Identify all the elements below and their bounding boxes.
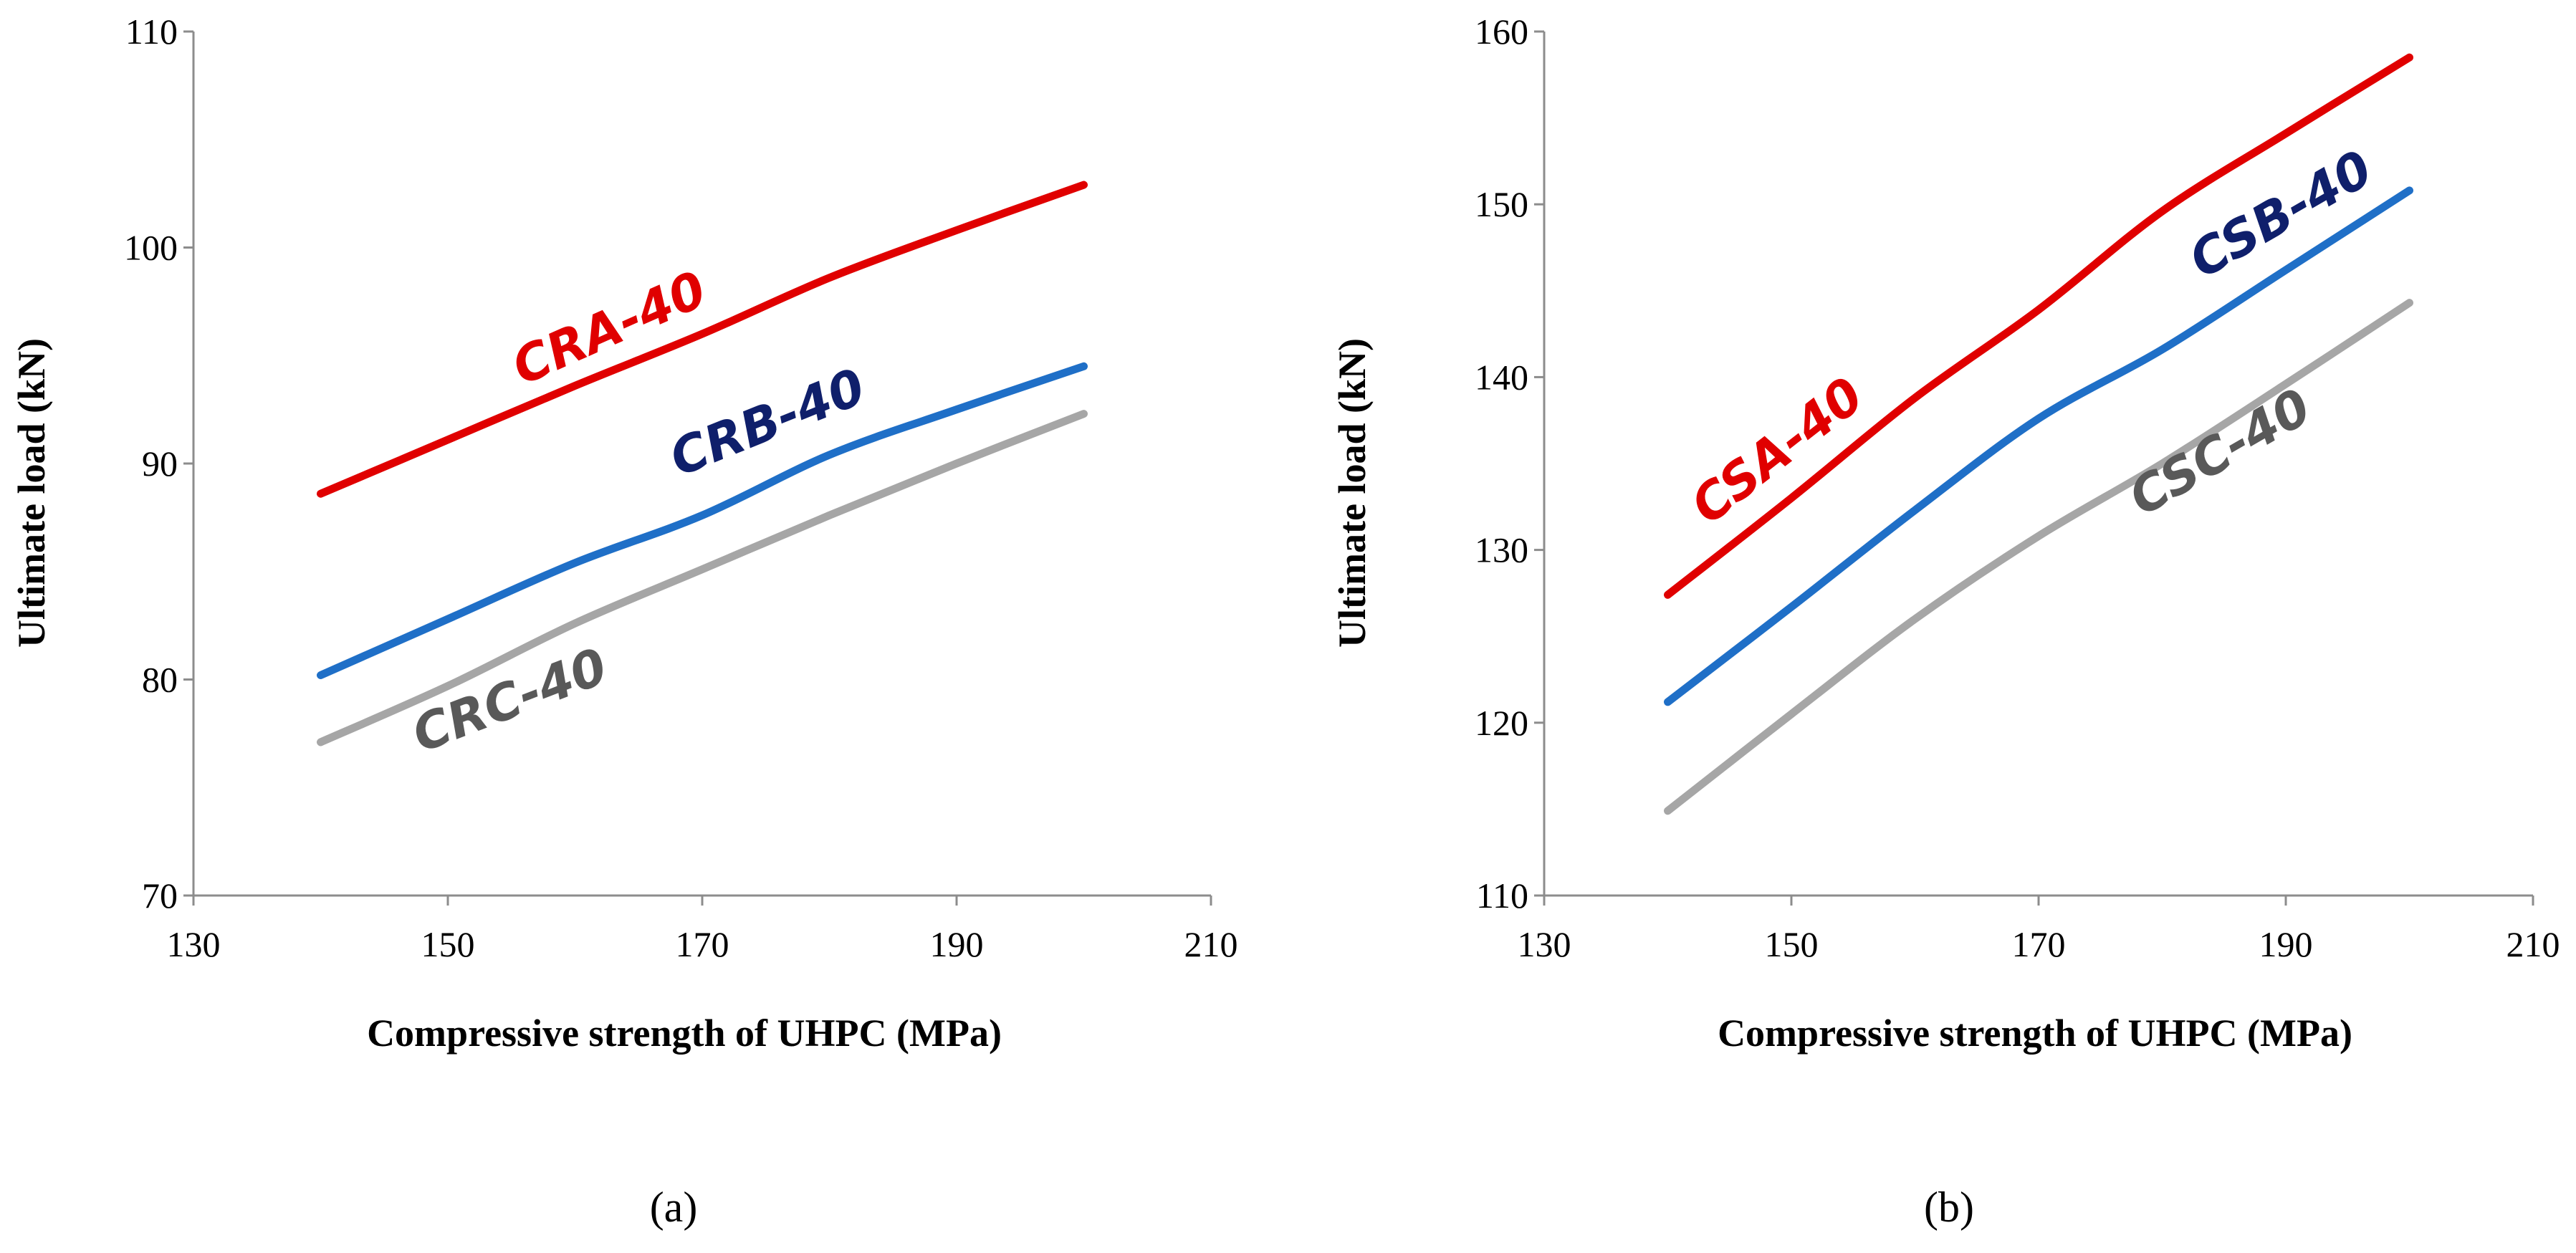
x-tick-label-b: 190 — [2259, 924, 2313, 964]
series-label-crb-40: CRB-40 — [661, 357, 873, 488]
y-tick-label-a: 110 — [125, 11, 178, 52]
x-tick-label-b: 170 — [2012, 924, 2066, 964]
y-tick-label-b: 120 — [1475, 703, 1528, 743]
x-tick-label-a: 210 — [1184, 924, 1238, 964]
x-tick-label-a: 150 — [421, 924, 475, 964]
y-tick-label-a: 90 — [142, 443, 178, 484]
y-tick-label-b: 110 — [1476, 875, 1528, 916]
series-line-crc-40 — [317, 410, 1088, 746]
series-label-csb-40: CSB-40 — [2180, 139, 2383, 290]
y-axis-title-b: Ultimate load (kN) — [1331, 338, 1374, 648]
series-line-csc-40 — [1664, 299, 2413, 815]
y-tick-label-b: 150 — [1475, 184, 1528, 224]
plot-area-a: 130 150 170 190 210708090100110CRA-40CRB-40C… — [124, 11, 1238, 964]
series-line-crb-40 — [317, 362, 1088, 679]
x-tick-label-a: 170 — [676, 924, 729, 964]
y-axis-title-a: Ultimate load (kN) — [10, 338, 53, 648]
x-axis-title-a: Compressive strength of UHPC (MPa) — [367, 1012, 1002, 1055]
y-tick-label-a: 70 — [142, 875, 178, 916]
panel-label-b: (b) — [1924, 1184, 1974, 1231]
series-line-csb-40 — [1664, 186, 2413, 706]
x-axis-title-b: Compressive strength of UHPC (MPa) — [1718, 1012, 2352, 1055]
x-tick-label-b: 150 — [1765, 924, 1819, 964]
x-tick-label-b: 210 — [2506, 924, 2560, 964]
y-tick-label-b: 160 — [1475, 11, 1528, 52]
plot-area-b: 130 150 170 190 210110120130140150160CSA-40C… — [1475, 11, 2560, 964]
y-tick-label-b: 140 — [1475, 357, 1528, 397]
series-line-cra-40 — [317, 181, 1088, 498]
y-tick-label-a: 100 — [124, 228, 178, 268]
series-label-cra-40: CRA-40 — [504, 259, 715, 396]
x-tick-label-a: 190 — [930, 924, 984, 964]
x-tick-label-a: 130 — [167, 924, 221, 964]
y-tick-label-a: 80 — [142, 660, 178, 700]
x-tick-label-b: 130 — [1518, 924, 1571, 964]
panel-label-a: (a) — [650, 1184, 698, 1231]
chart-panel-b: 130 150 170 190 210110120130140150160CSA-40C… — [1331, 11, 2560, 1231]
series-line-csa-40 — [1664, 53, 2413, 599]
y-tick-label-b: 130 — [1475, 530, 1528, 570]
series-label-csc-40: CSC-40 — [2119, 377, 2320, 527]
